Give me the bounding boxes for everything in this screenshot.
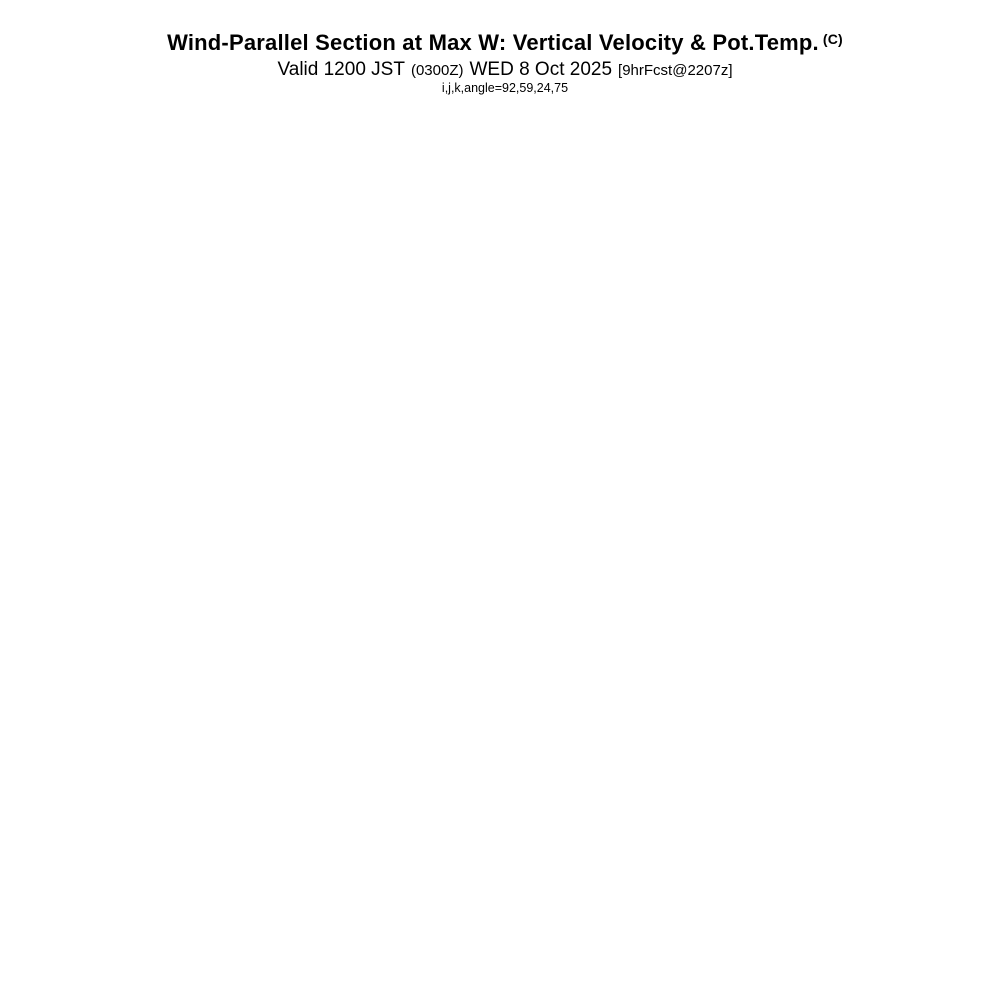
chart-title-unit: (C) <box>822 31 843 47</box>
valid-date: WED 8 Oct 2025 <box>469 59 613 80</box>
valid-zulu: (0300Z) <box>410 62 464 79</box>
grid-index-line: i,j,k,angle=92,59,24,75 <box>441 81 569 95</box>
chart-title: Wind-Parallel Section at Max W: Vertical… <box>5 30 1000 56</box>
header-block: Wind-Parallel Section at Max W: Vertical… <box>5 0 1000 95</box>
chart-title-text: Wind-Parallel Section at Max W: Vertical… <box>167 30 819 55</box>
forecast-tag: [9hrFcst@2207z] <box>618 62 733 79</box>
valid-time-line: Valid 1200 JST (0300Z) WED 8 Oct 2025 [9hrF… <box>5 59 1000 81</box>
valid-prefix: Valid 1200 JST <box>277 59 405 80</box>
